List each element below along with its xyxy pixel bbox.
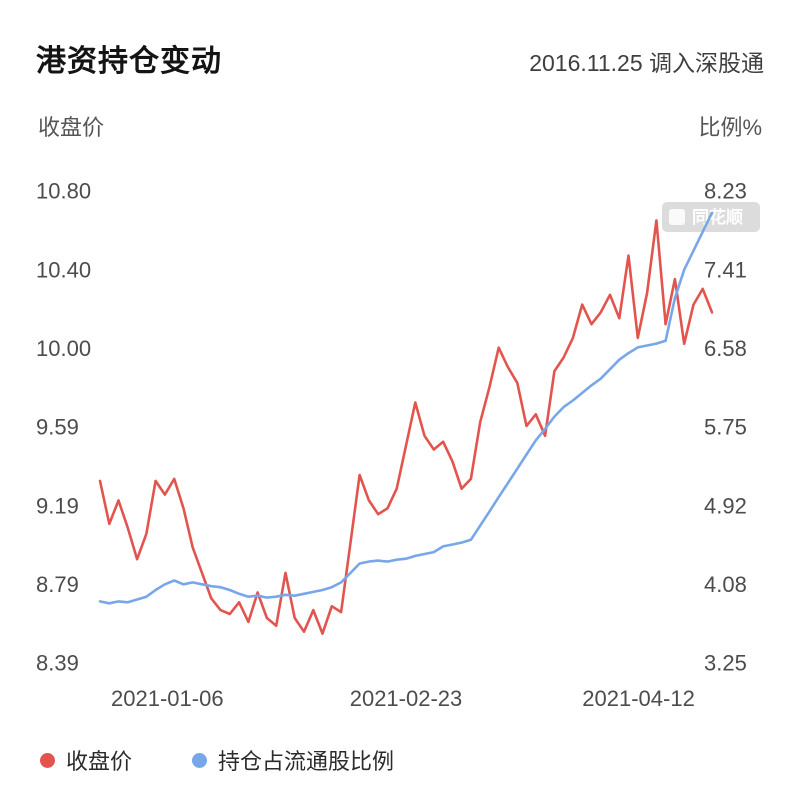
left-axis-tick: 9.59	[36, 415, 79, 440]
left-axis-tick: 10.40	[36, 257, 91, 282]
left-axis-tick: 10.80	[36, 179, 91, 204]
ratio-legend-dot-icon	[192, 752, 208, 768]
right-axis-tick: 4.08	[704, 572, 747, 597]
price-line	[98, 219, 714, 635]
right-axis-caption: 比例%	[698, 115, 762, 140]
axis-captions: 收盘价 比例%	[0, 110, 800, 142]
price-legend-dot-icon	[40, 752, 55, 768]
watermark-text: 同花顺	[692, 207, 743, 227]
left-axis-tick: 9.19	[36, 493, 79, 518]
price-legend-label: 收盘价	[66, 749, 133, 774]
page-title: 港资持仓变动	[36, 45, 222, 78]
right-axis-tick: 8.23	[704, 179, 747, 204]
right-axis-tick: 4.92	[704, 493, 747, 518]
left-axis-caption: 收盘价	[38, 115, 105, 140]
left-axis-tick: 8.79	[36, 572, 79, 597]
x-axis-label: 2021-02-23	[350, 686, 463, 711]
x-axis-label: 2021-01-06	[111, 686, 224, 711]
legend-item-price: 收盘价	[40, 744, 132, 776]
left-axis-tick: 8.39	[36, 651, 79, 676]
legend-item-ratio: 持仓占流通股比例	[192, 744, 394, 776]
chart-header: 港资持仓变动 2016.11.25 调入深股通	[0, 0, 800, 80]
ratio-legend-label: 持仓占流通股比例	[218, 749, 395, 774]
right-axis-tick: 5.75	[704, 415, 747, 440]
ratio-line	[98, 211, 714, 605]
chart-legend: 收盘价 持仓占流通股比例	[0, 726, 800, 776]
right-axis-tick: 6.58	[704, 336, 747, 361]
inclusion-date-note: 2016.11.25 调入深股通	[529, 50, 764, 76]
left-axis-tick: 10.00	[36, 336, 91, 361]
holdings-chart: 10.80 10.40 10.00 9.59 9.19 8.79 8.39 8.23 7.41 6…	[36, 179, 760, 711]
x-axis-label: 2021-04-12	[582, 686, 695, 711]
right-axis-tick: 3.25	[704, 651, 747, 676]
right-axis-tick: 7.41	[704, 257, 747, 282]
